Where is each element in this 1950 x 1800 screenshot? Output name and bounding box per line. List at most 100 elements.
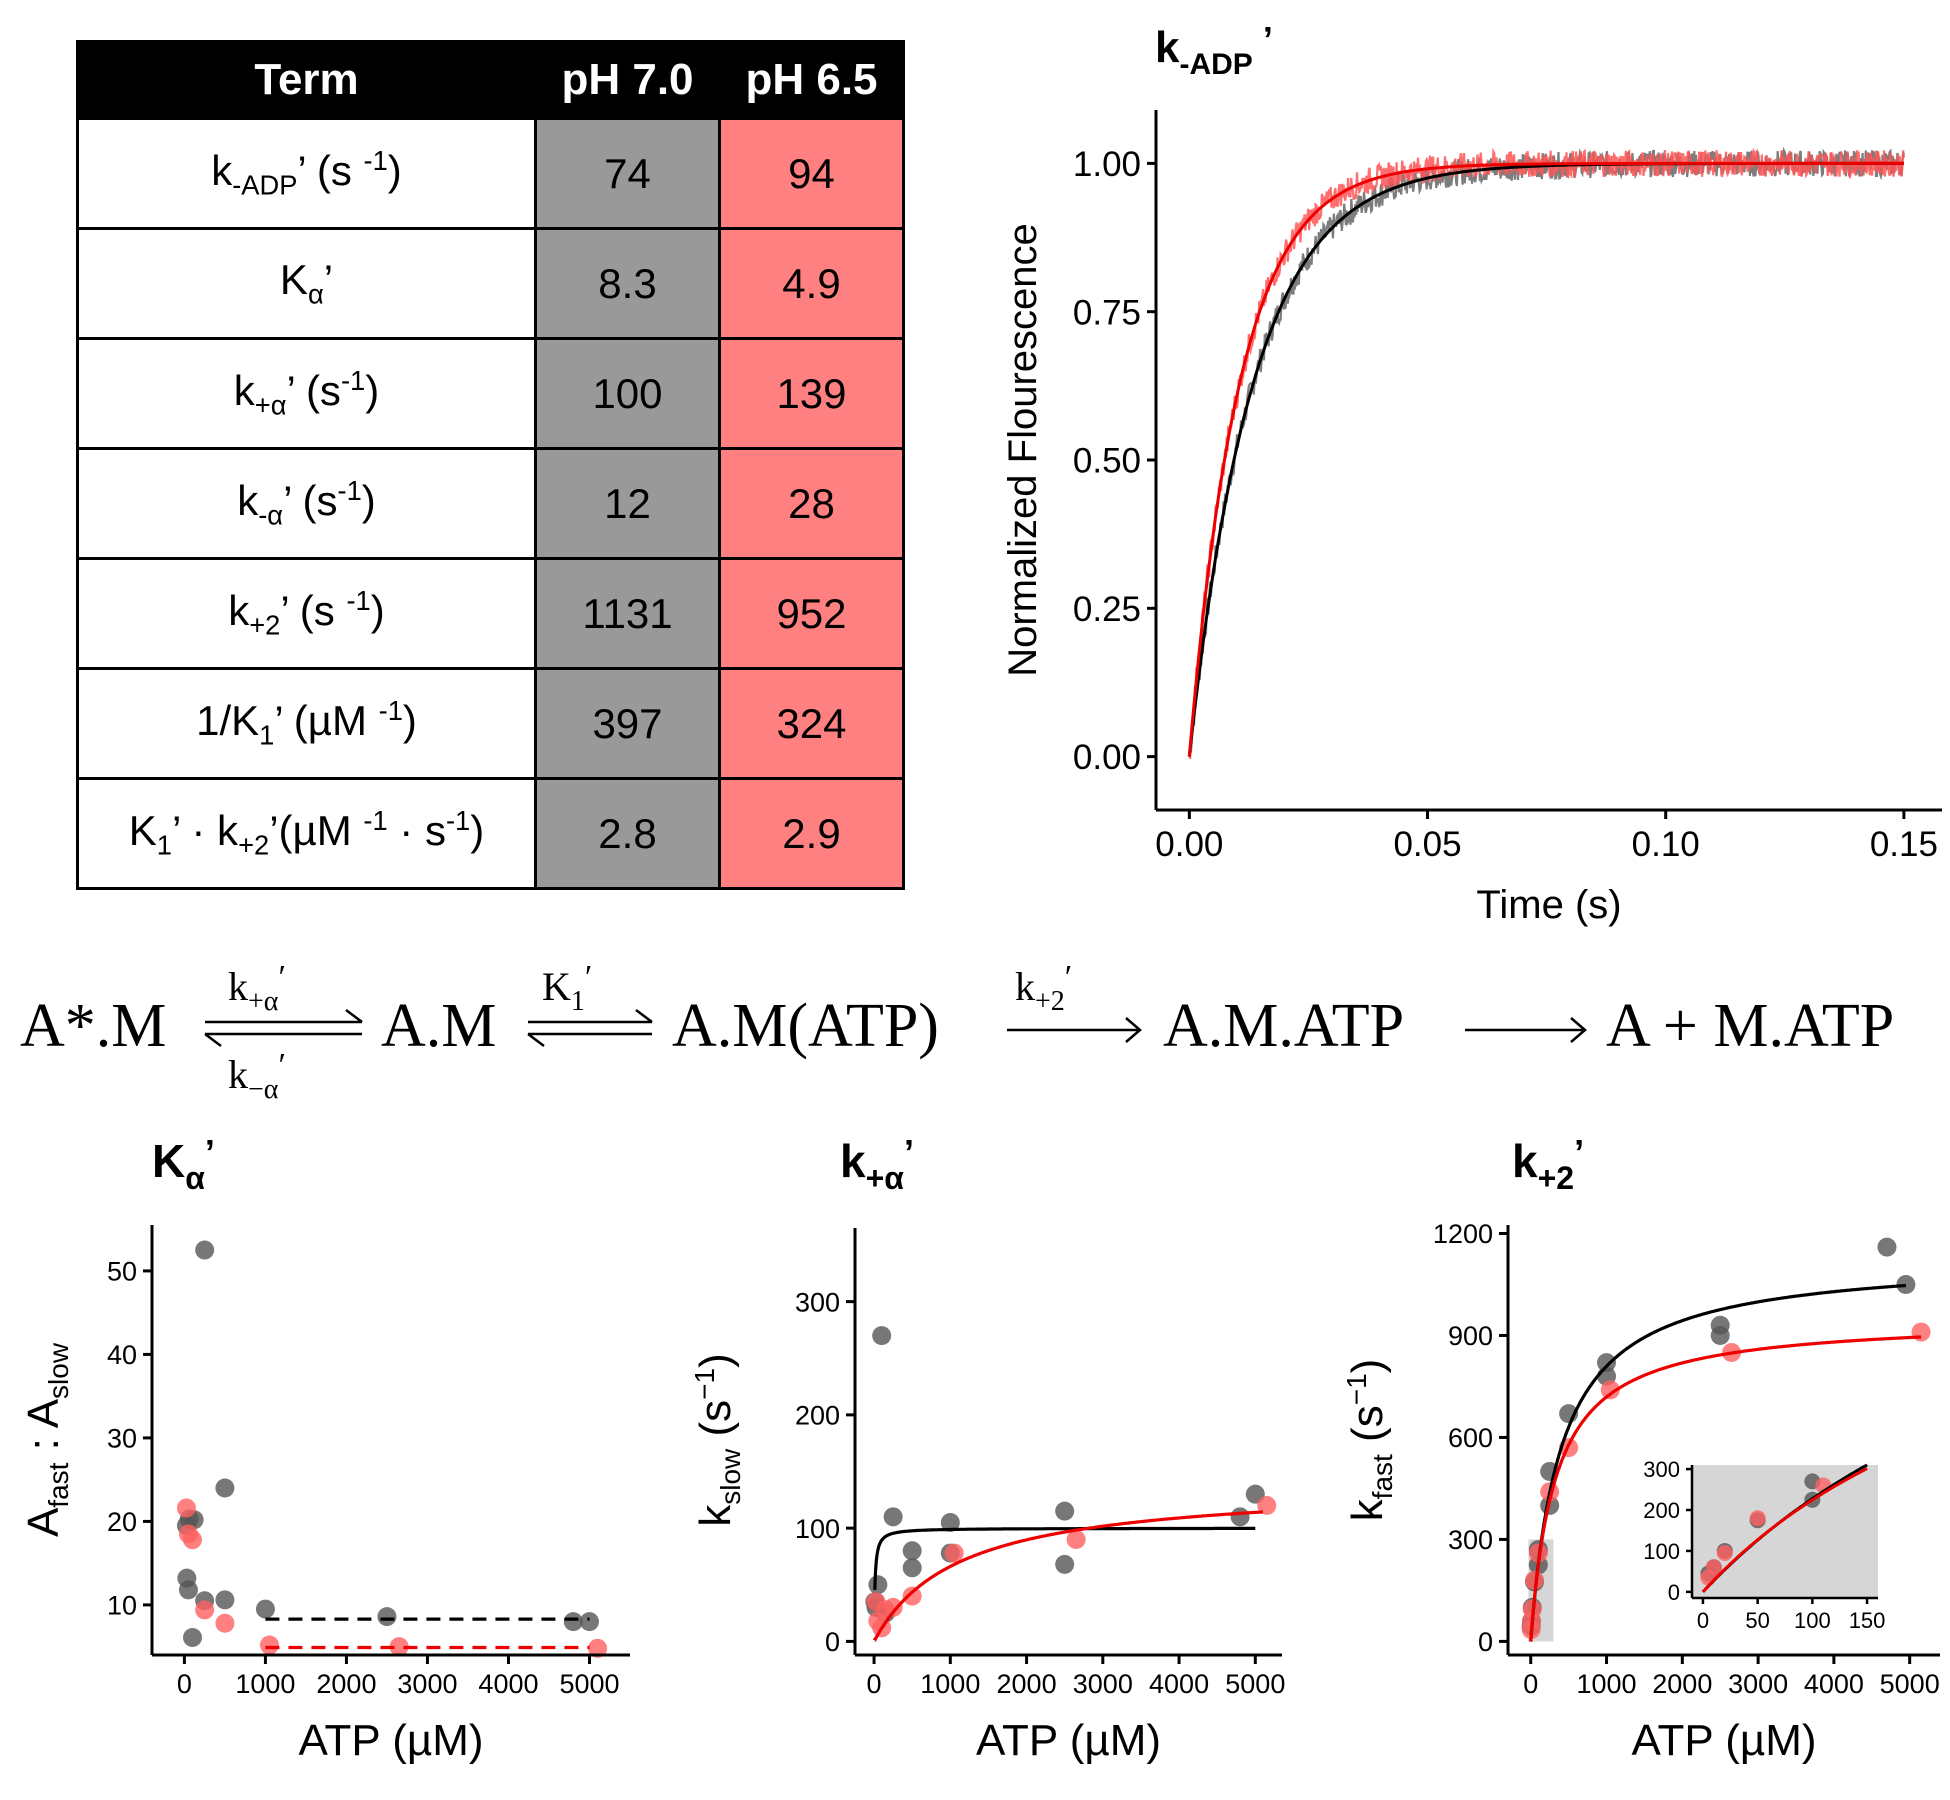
ph65-cell: 94 — [718, 117, 905, 230]
red-data-point — [588, 1638, 608, 1658]
y-tick-label: 50 — [107, 1257, 137, 1287]
arrow-alpha-forward-head — [345, 1009, 363, 1023]
chart-title: k+α’ — [840, 1132, 914, 1196]
chart-kalpha: 0 1000 2000 3000 4000 5000 10 20 30 40 50 ATP (µM) K… — [19, 1132, 630, 1765]
fit-line-1 — [1187, 161, 1904, 757]
chart-title: k-ADP ’ — [1155, 19, 1273, 81]
y-tick-label: 0.25 — [1073, 590, 1141, 629]
fit-line-1 — [873, 1510, 1263, 1642]
x-axis-label: ATP (µM) — [298, 1716, 483, 1765]
x-tick-label: 0.00 — [1155, 825, 1223, 864]
x-tick-label: 3000 — [1073, 1669, 1133, 1699]
inset-chart: 0 50 100 150 0 100 200 300 — [1643, 1457, 1885, 1633]
x-tick-label: 2000 — [1652, 1669, 1712, 1699]
raw-trace-1 — [1188, 147, 1905, 759]
inset-fit-line-1 — [1701, 1467, 1868, 1593]
red-data-point — [259, 1635, 279, 1655]
red-data-point — [1600, 1380, 1620, 1400]
term-cell: Kα’ — [76, 227, 537, 340]
inset-red-data-point — [1705, 1559, 1722, 1576]
ph65-cell: 28 — [718, 447, 905, 560]
table-row: k+2’ (s -1) 1131 952 — [76, 557, 905, 670]
black-data-point — [1055, 1501, 1075, 1521]
header-term: Term — [76, 40, 537, 120]
x-tick-label: 50 — [1745, 1608, 1769, 1633]
red-data-point — [1066, 1529, 1086, 1549]
y-tick-label: 1.00 — [1073, 145, 1141, 184]
table-header-row: Term pH 7.0 pH 6.5 — [76, 40, 905, 120]
x-axis-label: ATP (µM) — [1631, 1716, 1816, 1765]
black-data-point — [183, 1627, 203, 1647]
ph70-cell: 100 — [534, 337, 721, 450]
table-row: K1’ · k+2’(µM -1 · s-1) 2.8 2.9 — [76, 777, 905, 890]
x-tick-label: 100 — [1794, 1608, 1831, 1633]
x-tick-label: 5000 — [1225, 1669, 1285, 1699]
table-row: k-α’ (s-1) 12 28 — [76, 447, 905, 560]
chart-title: Kα’ — [152, 1132, 215, 1196]
black-data-point — [579, 1612, 599, 1632]
black-data-point — [1230, 1507, 1250, 1527]
term-cell: k+α’ (s-1) — [76, 337, 537, 450]
red-data-point — [389, 1637, 409, 1657]
y-tick-label: 300 — [795, 1287, 840, 1317]
raw-trace-0 — [1188, 146, 1905, 757]
term-cell: k-α’ (s-1) — [76, 447, 537, 560]
ph65-cell: 324 — [718, 667, 905, 780]
x-tick-label: 1000 — [235, 1669, 295, 1699]
y-tick-label: 0.75 — [1073, 293, 1141, 332]
y-tick-label: 600 — [1448, 1423, 1493, 1453]
y-axis-label: kslow (s−1) — [689, 1353, 746, 1527]
x-axis-label: ATP (µM) — [976, 1716, 1161, 1765]
y-tick-label: 200 — [1643, 1498, 1680, 1523]
x-axis-label: Time (s) — [1476, 883, 1621, 927]
ph65-cell: 952 — [718, 557, 905, 670]
parameter-table: Term pH 7.0 pH 6.5 k-ADP’ (s -1) 74 94 Kα’ 8… — [76, 40, 905, 890]
y-tick-label: 0 — [825, 1627, 840, 1657]
ph65-cell: 139 — [718, 337, 905, 450]
y-tick-label: 100 — [1643, 1539, 1680, 1564]
y-axis-label: Normalized Flourescence — [1001, 223, 1045, 677]
black-data-point — [178, 1580, 198, 1600]
x-tick-label: 2000 — [997, 1669, 1057, 1699]
rate-label-k-plus-alpha: k+α′ — [228, 959, 286, 1017]
x-tick-label: 1000 — [1576, 1669, 1636, 1699]
y-tick-label: 0.00 — [1073, 738, 1141, 777]
red-data-point — [215, 1613, 235, 1633]
x-tick-label: 3000 — [1728, 1669, 1788, 1699]
y-tick-label: 0 — [1478, 1627, 1493, 1657]
y-tick-label: 100 — [795, 1514, 840, 1544]
y-tick-label: 300 — [1448, 1525, 1493, 1555]
red-data-point — [176, 1498, 196, 1518]
rate-label-K1: K1′ — [542, 959, 592, 1017]
black-data-point — [1896, 1274, 1916, 1294]
species-1: A*.M — [20, 992, 166, 1060]
inset-background — [1692, 1465, 1878, 1598]
y-tick-label: 40 — [107, 1340, 137, 1370]
ph70-cell: 12 — [534, 447, 721, 560]
species-3: A.M(ATP) — [672, 992, 939, 1060]
species-2: A.M — [381, 992, 496, 1060]
arrow-k1-reverse-head — [527, 1033, 545, 1047]
red-data-point — [902, 1586, 922, 1606]
x-tick-label: 4000 — [1149, 1669, 1209, 1699]
ph70-cell: 2.8 — [534, 777, 721, 890]
red-data-point — [183, 1530, 203, 1550]
red-data-point — [1257, 1495, 1277, 1515]
table-row: 1/K1’ (µM -1) 397 324 — [76, 667, 905, 780]
ph70-cell: 397 — [534, 667, 721, 780]
black-data-point — [563, 1612, 583, 1632]
arrow-k2-head — [1125, 1017, 1142, 1043]
species-5: A + M.ATP — [1606, 992, 1894, 1060]
black-data-point — [215, 1590, 235, 1610]
y-axis-label: Afast : Aslow — [19, 1342, 74, 1537]
term-cell: k-ADP’ (s -1) — [76, 117, 537, 230]
black-data-point — [1597, 1353, 1617, 1373]
black-data-point — [195, 1240, 215, 1260]
black-data-point — [872, 1326, 892, 1346]
black-data-point — [883, 1507, 903, 1527]
x-tick-label: 0 — [867, 1669, 882, 1699]
y-tick-label: 900 — [1448, 1321, 1493, 1351]
species-4: A.M.ATP — [1163, 992, 1404, 1060]
x-tick-label: 0 — [1523, 1669, 1538, 1699]
